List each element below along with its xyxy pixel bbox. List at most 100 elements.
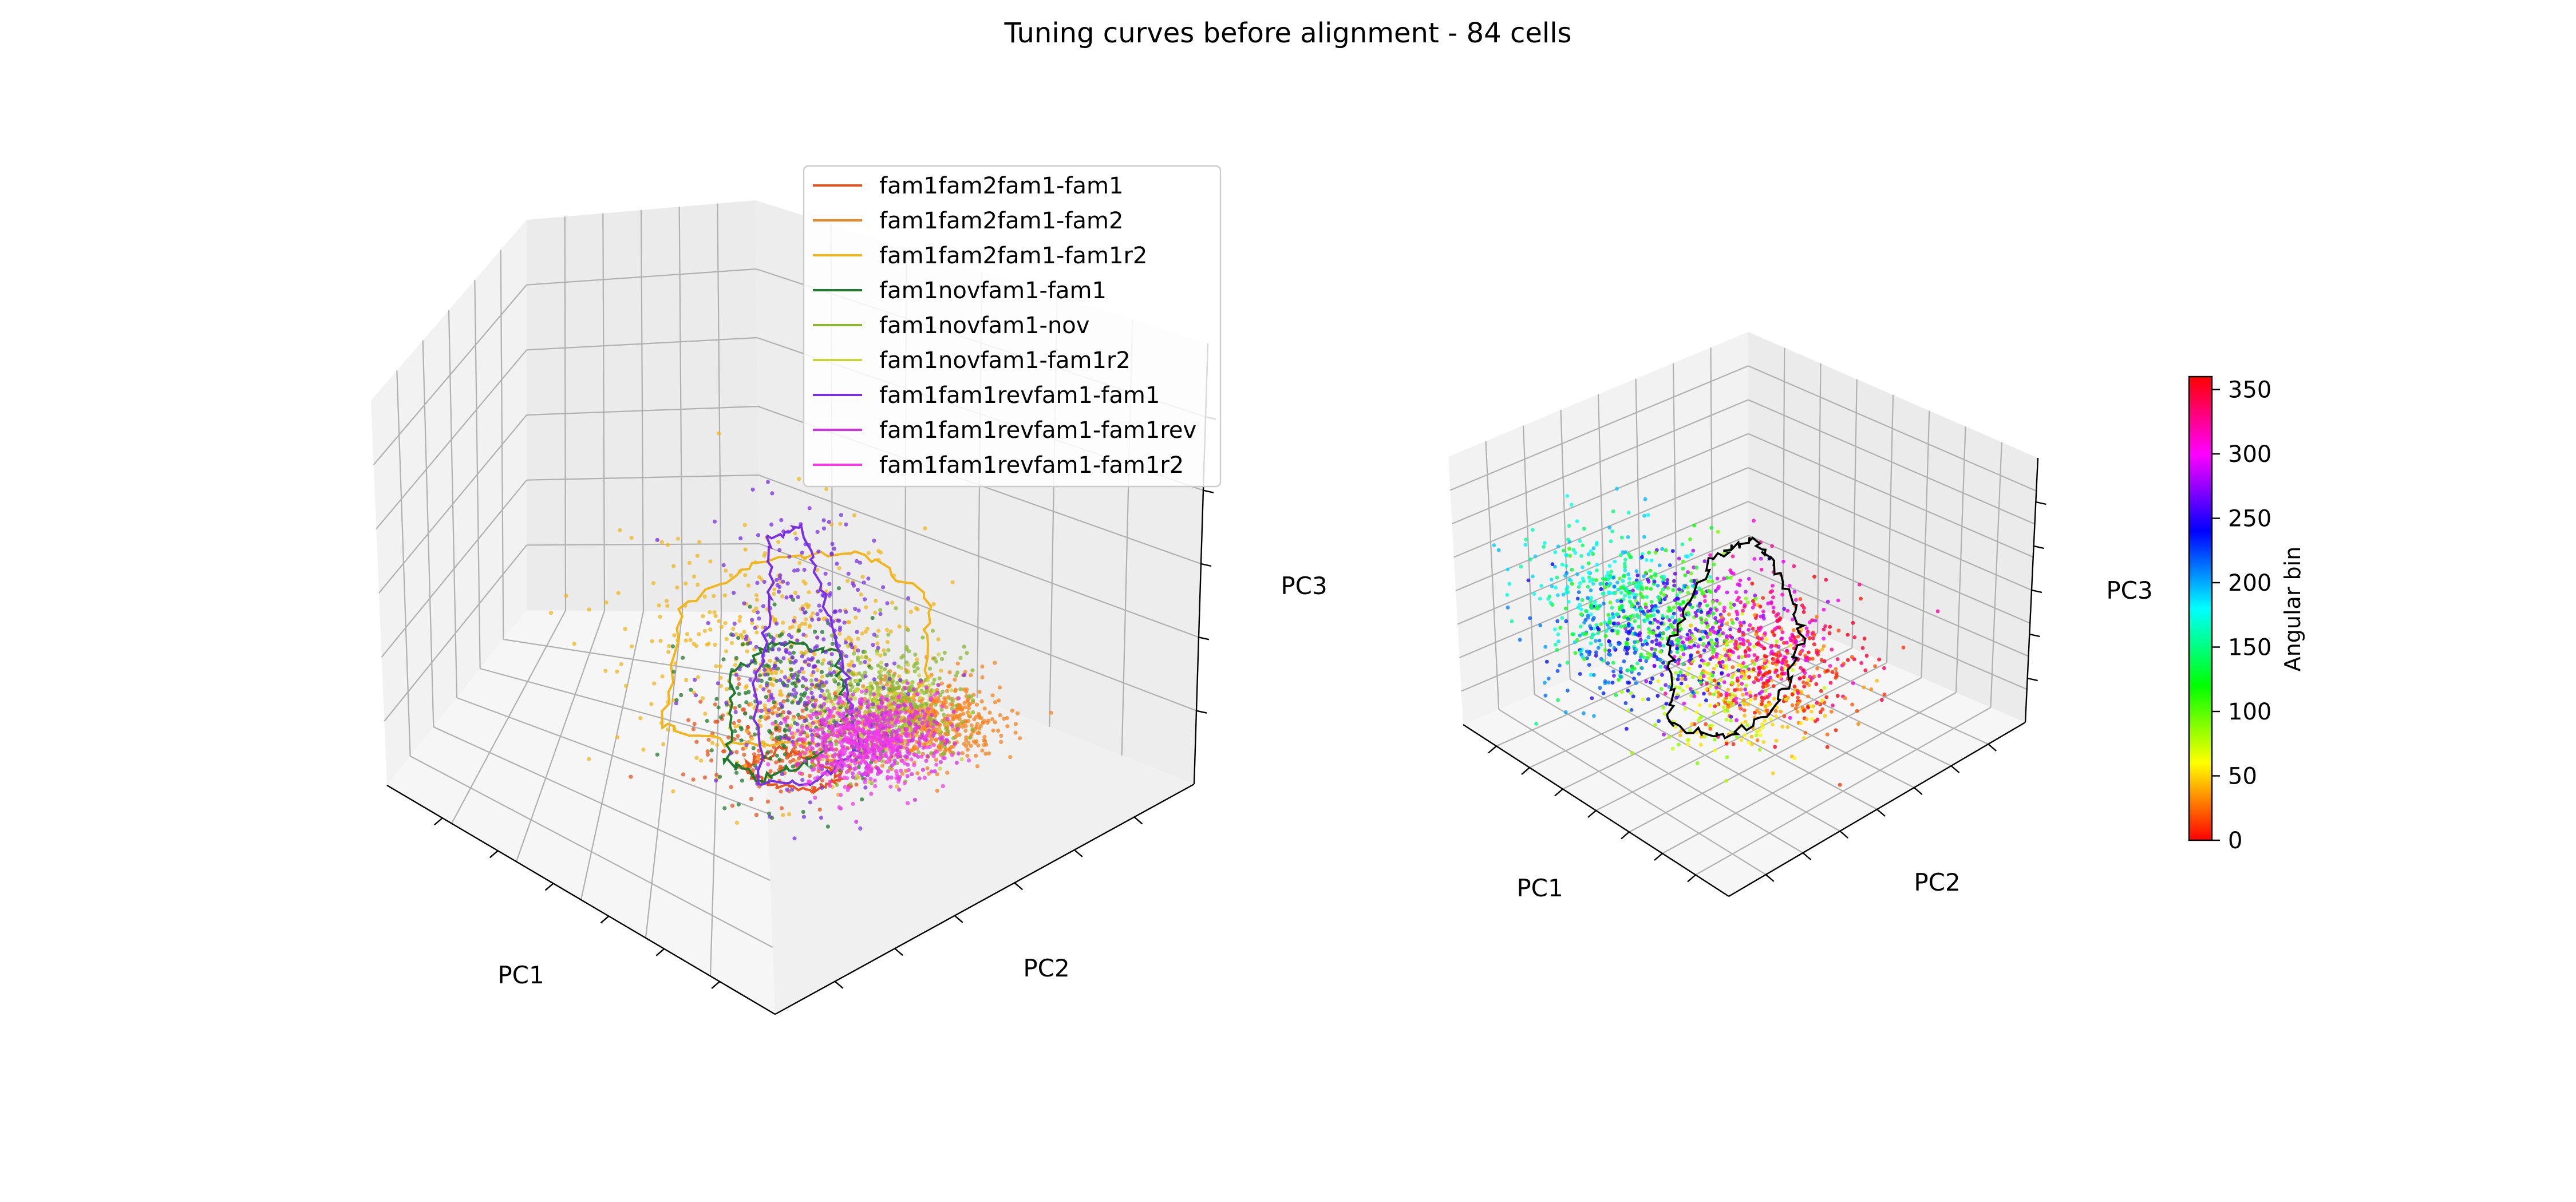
data-point (853, 697, 858, 701)
data-point (1763, 631, 1767, 635)
data-point (864, 752, 868, 757)
data-point (1653, 572, 1657, 576)
data-point (815, 635, 820, 640)
data-point (638, 716, 643, 721)
data-point (1738, 578, 1743, 583)
data-point (1685, 585, 1690, 590)
data-point (925, 723, 930, 728)
data-point (800, 729, 805, 733)
data-point (1824, 695, 1829, 699)
data-point (1815, 615, 1819, 619)
data-point (1653, 604, 1658, 608)
data-point (895, 703, 900, 709)
data-point (823, 739, 828, 744)
data-point (702, 628, 707, 633)
data-point (911, 687, 916, 691)
data-point (1695, 761, 1700, 765)
data-point (1677, 640, 1681, 645)
data-point (1599, 657, 1603, 661)
data-point (872, 711, 876, 716)
data-point (1603, 586, 1607, 590)
data-point (708, 627, 713, 632)
data-point (1743, 713, 1747, 718)
data-point (754, 630, 759, 635)
data-point (923, 526, 927, 531)
data-point (863, 630, 868, 634)
data-point (1575, 596, 1580, 601)
data-point (804, 707, 809, 711)
data-point (1610, 628, 1614, 632)
data-point (828, 784, 832, 788)
data-point (871, 643, 875, 647)
data-point (1731, 571, 1736, 576)
data-point (884, 627, 890, 632)
data-point (808, 800, 812, 805)
data-point (1668, 563, 1672, 567)
data-point (1799, 666, 1803, 670)
data-point (1607, 564, 1612, 568)
data-point (859, 734, 864, 738)
data-point (689, 687, 693, 692)
data-point (1715, 576, 1720, 581)
data-point (1623, 594, 1627, 598)
grid-line (1710, 347, 1713, 619)
data-point (767, 689, 772, 694)
data-point (837, 631, 842, 636)
data-point (1735, 735, 1739, 739)
data-point (750, 737, 754, 741)
data-point (1792, 628, 1796, 632)
data-point (1828, 624, 1832, 629)
data-point (1638, 638, 1643, 642)
data-point (1573, 640, 1577, 645)
data-point (767, 698, 771, 703)
data-point (754, 598, 759, 602)
data-point (693, 678, 697, 682)
data-point (1618, 576, 1622, 581)
axis-tick (954, 915, 963, 923)
data-point (1616, 587, 1621, 592)
data-point (1722, 609, 1726, 613)
data-point (983, 739, 987, 744)
data-point (1590, 696, 1594, 701)
data-point (943, 700, 948, 705)
data-point (1635, 661, 1639, 666)
data-point (852, 583, 856, 588)
data-point (904, 727, 909, 732)
data-point (897, 674, 902, 679)
grid-line (717, 203, 722, 612)
data-point (1634, 681, 1638, 685)
data-point (931, 754, 936, 758)
data-point (1745, 600, 1750, 605)
data-point (1742, 708, 1747, 713)
data-point (1649, 614, 1653, 618)
data-point (1647, 631, 1652, 635)
data-point (960, 751, 965, 756)
data-point (810, 733, 815, 737)
data-point (1590, 606, 1594, 610)
data-point (879, 696, 884, 701)
data-point (1748, 623, 1752, 627)
data-point (871, 719, 876, 724)
data-point (857, 671, 862, 676)
data-point (1720, 671, 1724, 675)
data-point (886, 756, 891, 761)
data-point (793, 684, 798, 689)
data-point (832, 678, 836, 682)
data-point (1620, 535, 1624, 540)
data-point (827, 582, 832, 586)
data-point (892, 661, 897, 666)
data-point (795, 729, 800, 733)
data-point (887, 725, 891, 729)
data-point (879, 673, 883, 678)
data-point (1774, 738, 1779, 743)
data-point (1717, 625, 1722, 630)
data-point (693, 693, 698, 698)
data-point (872, 754, 876, 758)
data-point (743, 711, 748, 716)
data-point (1815, 666, 1819, 671)
data-point (1804, 626, 1809, 631)
data-point (1669, 608, 1673, 612)
data-point (706, 737, 711, 742)
data-point (1799, 721, 1803, 726)
data-point (776, 707, 781, 711)
